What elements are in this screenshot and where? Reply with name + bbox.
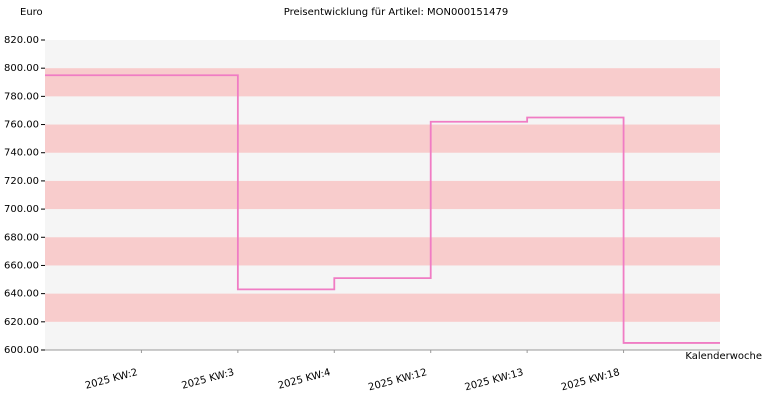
x-axis-label: Kalenderwoche — [685, 351, 762, 362]
x-tick-label: 2025 KW:12 — [367, 367, 428, 393]
y-tick-label: 600.00 — [4, 345, 39, 356]
y-tick-label: 820.00 — [4, 35, 39, 46]
band — [45, 124, 720, 153]
band — [45, 68, 720, 97]
x-tick-label: 2025 KW:4 — [277, 367, 332, 392]
price-line — [45, 74, 720, 344]
y-tick-label: 620.00 — [4, 317, 39, 328]
y-tick-label: 680.00 — [4, 232, 39, 243]
y-tick-label: 780.00 — [4, 91, 39, 102]
x-tick-label: 2025 KW:3 — [181, 367, 236, 392]
y-tick-label: 640.00 — [4, 289, 39, 300]
y-tick-label: 800.00 — [4, 63, 39, 74]
band — [45, 180, 720, 210]
y-tick-label: 760.00 — [4, 120, 39, 131]
y-tick-label: 700.00 — [4, 204, 39, 215]
band — [45, 293, 720, 322]
y-tick-label: 660.00 — [4, 260, 39, 271]
y-tick-label: 720.00 — [4, 176, 39, 187]
chart-title: Preisentwicklung für Artikel: MON0001514… — [284, 7, 508, 18]
band — [45, 237, 720, 266]
x-tick-label: 2025 KW:2 — [84, 367, 139, 392]
y-axis-label: Euro — [20, 7, 43, 18]
y-tick-label: 740.00 — [4, 148, 39, 159]
x-tick-label: 2025 KW:13 — [464, 367, 525, 393]
x-tick-label: 2025 KW:18 — [560, 367, 621, 393]
